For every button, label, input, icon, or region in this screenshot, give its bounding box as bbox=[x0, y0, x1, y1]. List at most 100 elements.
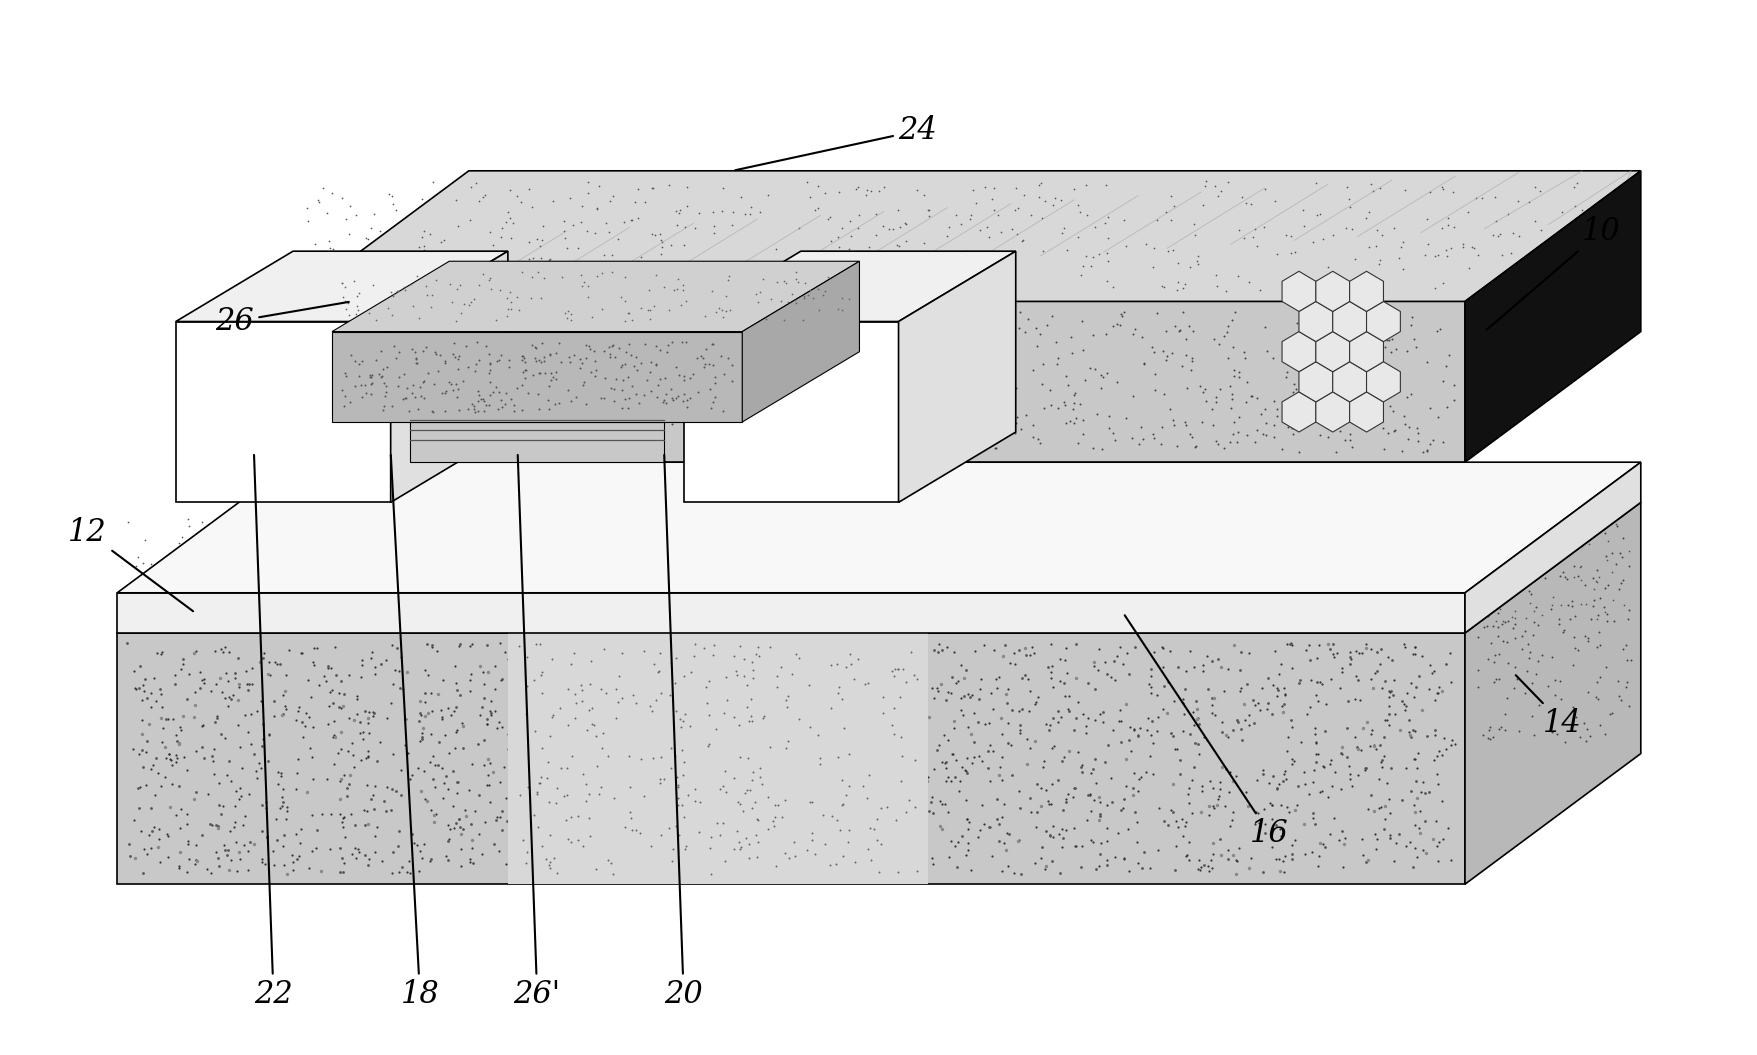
Point bbox=[610, 690, 638, 707]
Point bbox=[562, 640, 590, 657]
Point bbox=[845, 436, 873, 453]
Point bbox=[669, 669, 698, 686]
Point bbox=[1161, 520, 1189, 537]
Point bbox=[330, 809, 358, 826]
Point bbox=[527, 334, 555, 351]
Point bbox=[606, 831, 634, 848]
Point bbox=[1058, 344, 1086, 361]
Point bbox=[1381, 519, 1409, 536]
Point bbox=[828, 847, 856, 864]
Point bbox=[351, 230, 380, 247]
Point bbox=[434, 745, 462, 762]
Point bbox=[1276, 283, 1304, 300]
Point bbox=[476, 362, 504, 379]
Point bbox=[594, 429, 622, 446]
Point bbox=[141, 818, 169, 835]
Point bbox=[982, 207, 1010, 224]
Point bbox=[1167, 541, 1195, 558]
Point bbox=[234, 843, 262, 860]
Point bbox=[536, 347, 564, 364]
Point bbox=[423, 249, 452, 266]
Point bbox=[1112, 409, 1140, 426]
Point bbox=[239, 659, 267, 676]
Point bbox=[870, 178, 898, 195]
Point bbox=[573, 728, 601, 745]
Point bbox=[380, 426, 408, 443]
Point bbox=[713, 797, 741, 813]
Point bbox=[1385, 722, 1413, 738]
Point bbox=[1010, 639, 1038, 656]
Point bbox=[269, 706, 297, 723]
Point bbox=[220, 819, 248, 836]
Point bbox=[553, 716, 582, 733]
Point bbox=[1156, 725, 1184, 742]
Point bbox=[1091, 245, 1119, 262]
Point bbox=[645, 342, 673, 359]
Point bbox=[657, 740, 685, 756]
Point bbox=[1367, 679, 1395, 696]
Point bbox=[1420, 726, 1448, 743]
Point bbox=[1346, 742, 1374, 759]
Point bbox=[1284, 675, 1312, 692]
Point bbox=[1560, 558, 1588, 575]
Point bbox=[594, 223, 622, 239]
Point bbox=[1226, 583, 1254, 600]
Point bbox=[1560, 197, 1588, 214]
Point bbox=[1232, 373, 1260, 390]
Point bbox=[383, 639, 411, 656]
Point bbox=[1365, 770, 1393, 787]
Point bbox=[782, 526, 810, 543]
Point bbox=[1414, 680, 1442, 697]
Point bbox=[550, 688, 578, 705]
Point bbox=[536, 400, 564, 417]
Point bbox=[1291, 641, 1320, 658]
Point bbox=[796, 642, 824, 659]
Point bbox=[664, 366, 692, 383]
Point bbox=[835, 746, 863, 763]
Point bbox=[1481, 213, 1509, 230]
Point bbox=[557, 311, 585, 328]
Point bbox=[1311, 385, 1339, 402]
Point bbox=[1068, 588, 1096, 605]
Point bbox=[553, 781, 582, 798]
Point bbox=[457, 816, 485, 832]
Point bbox=[991, 842, 1019, 859]
Point bbox=[647, 534, 675, 551]
Point bbox=[1321, 645, 1349, 661]
Point bbox=[1334, 757, 1362, 774]
Point bbox=[307, 349, 336, 366]
Point bbox=[455, 853, 483, 870]
Point bbox=[455, 586, 483, 602]
Point bbox=[1571, 521, 1599, 538]
Point bbox=[344, 285, 372, 302]
Point bbox=[311, 672, 339, 689]
Point bbox=[258, 842, 286, 859]
Polygon shape bbox=[332, 262, 859, 331]
Point bbox=[174, 832, 202, 849]
Point bbox=[510, 413, 538, 429]
Point bbox=[511, 855, 539, 871]
Point bbox=[1435, 736, 1464, 753]
Point bbox=[249, 650, 278, 667]
Point bbox=[418, 771, 446, 788]
Point bbox=[467, 343, 495, 360]
Point bbox=[587, 514, 615, 531]
Point bbox=[813, 373, 842, 390]
Point bbox=[636, 302, 664, 319]
Point bbox=[413, 793, 441, 810]
Point bbox=[199, 575, 227, 592]
Point bbox=[696, 542, 724, 559]
Point bbox=[861, 793, 889, 810]
Point bbox=[1052, 640, 1081, 657]
Point bbox=[1399, 858, 1427, 875]
Point bbox=[877, 716, 905, 733]
Point bbox=[1327, 823, 1355, 840]
Point bbox=[599, 392, 627, 409]
Point bbox=[1218, 390, 1246, 407]
Point bbox=[590, 381, 618, 398]
Point bbox=[954, 686, 982, 703]
Point bbox=[1341, 250, 1369, 267]
Point bbox=[1423, 852, 1451, 869]
Point bbox=[1001, 179, 1030, 196]
Point bbox=[313, 770, 341, 787]
